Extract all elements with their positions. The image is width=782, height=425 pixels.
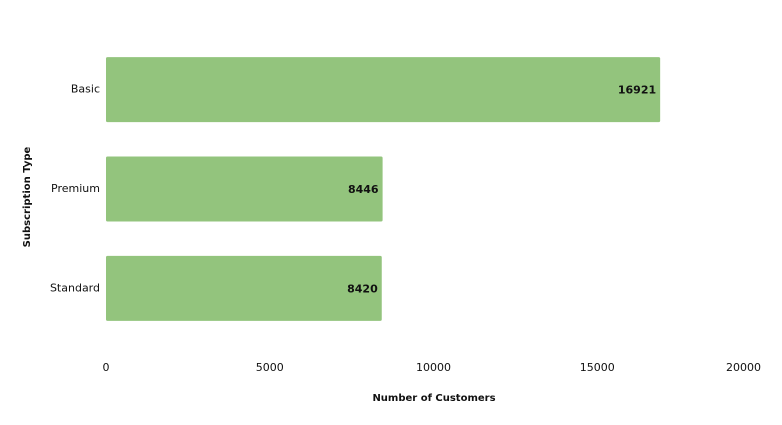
data-label-standard: 8420 bbox=[347, 282, 378, 295]
data-label-basic: 16921 bbox=[618, 84, 656, 97]
bar-basic bbox=[106, 57, 661, 123]
data-label-premium: 8446 bbox=[348, 183, 379, 196]
x-axis-title: Number of Customers bbox=[372, 393, 495, 404]
category-label-basic: Basic bbox=[71, 83, 100, 96]
y-axis-title: Subscription Type bbox=[22, 146, 33, 247]
x-tick-labels: 0 5000 10000 15000 20000 bbox=[103, 361, 762, 374]
x-tick-label: 20000 bbox=[726, 361, 761, 374]
bar-premium bbox=[106, 156, 383, 222]
x-tick-label: 15000 bbox=[580, 361, 615, 374]
x-tick-label: 5000 bbox=[256, 361, 284, 374]
bar-standard bbox=[106, 255, 382, 321]
x-tick-label: 10000 bbox=[416, 361, 451, 374]
x-tick-label: 0 bbox=[103, 361, 110, 374]
labels-layer: Basic 16921 Premium 8446 Standard 8420 bbox=[50, 83, 656, 296]
category-label-premium: Premium bbox=[51, 182, 100, 195]
category-label-standard: Standard bbox=[50, 281, 100, 294]
bars-layer bbox=[106, 57, 661, 321]
